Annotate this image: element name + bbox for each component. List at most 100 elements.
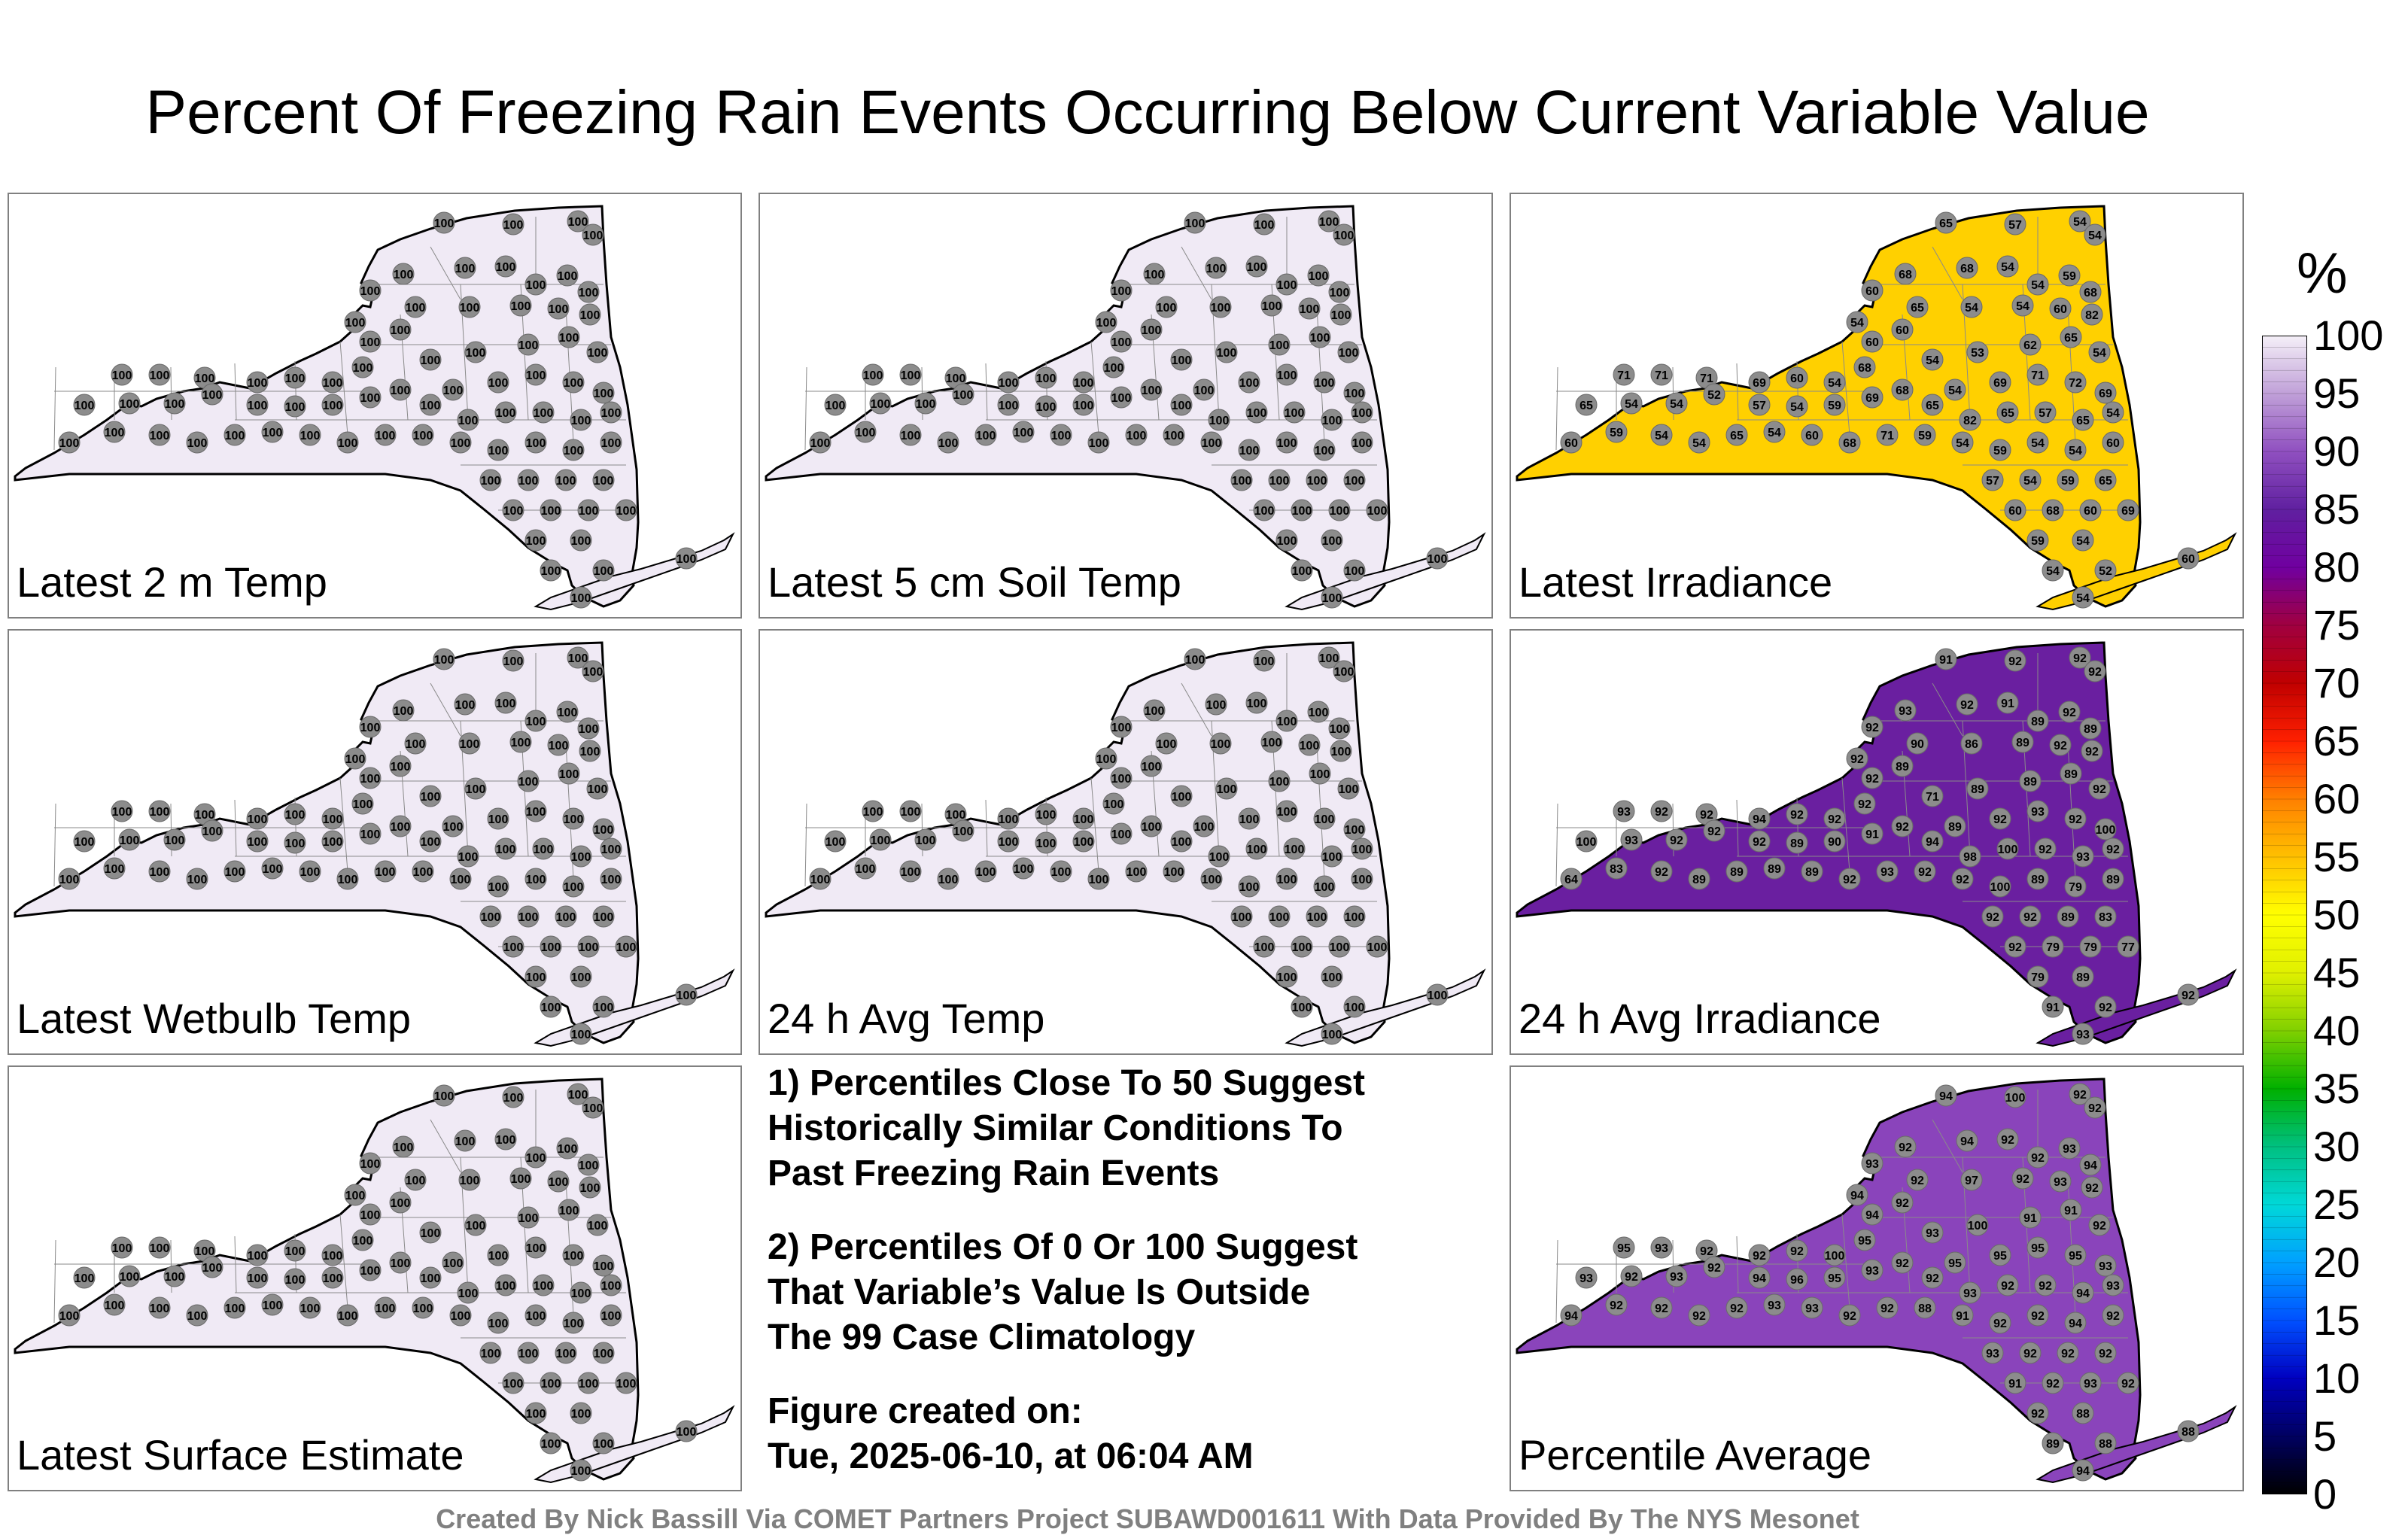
station-value: 100: [526, 874, 546, 886]
station-value: 100: [1206, 263, 1227, 275]
colorbar-tick-label: 50: [2313, 891, 2361, 938]
station-marker: 100: [1366, 935, 1388, 958]
station-value: 96: [1790, 1274, 1804, 1287]
station-dot: [1238, 439, 1260, 461]
station-dot: [1876, 1296, 1899, 1319]
station-marker: 60: [2177, 547, 2200, 570]
station-dot: [58, 431, 81, 454]
station-marker: 92: [1695, 1239, 1718, 1262]
station-dot: [336, 868, 359, 890]
station-dot: [284, 366, 306, 389]
station-value: 100: [676, 1426, 697, 1439]
station-value: 100: [150, 806, 170, 819]
station-marker: 100: [454, 1129, 476, 1152]
station-dot: [517, 1206, 540, 1229]
station-value: 100: [1247, 843, 1267, 856]
station-value: 60: [1896, 324, 1909, 337]
station-marker: 100: [73, 394, 96, 416]
station-value: 100: [938, 437, 959, 450]
station-dot: [1921, 1266, 1944, 1289]
station-dot: [2072, 1459, 2094, 1482]
station-dot: [1230, 905, 1253, 928]
station-marker: 100: [193, 1239, 216, 1262]
station-marker: 89: [1688, 868, 1710, 890]
station-value: 100: [1427, 553, 1448, 566]
station-dot: [2011, 1167, 2034, 1190]
station-marker: 100: [944, 366, 967, 389]
station-value: 100: [1194, 385, 1215, 397]
station-marker: 100: [1087, 868, 1110, 890]
station-value: 90: [1828, 836, 1841, 849]
station-dot: [1275, 710, 1298, 732]
station-marker: 100: [433, 648, 455, 670]
station-marker: 100: [974, 860, 997, 883]
station-value: 100: [466, 1220, 486, 1233]
station-marker: 60: [2102, 431, 2124, 454]
station-dot: [1268, 770, 1291, 792]
station-marker: 100: [1087, 431, 1110, 454]
station-dot: [556, 264, 579, 287]
station-dot: [1238, 807, 1260, 830]
station-dot: [615, 1372, 637, 1394]
station-value: 79: [2069, 881, 2082, 894]
station-dot: [592, 1432, 615, 1454]
station-dot: [1748, 1266, 1771, 1289]
station-marker: 100: [58, 431, 81, 454]
station-value: 92: [1610, 1299, 1623, 1312]
station-value: 89: [1896, 761, 1909, 774]
station-value: 100: [285, 401, 306, 414]
station-value: 65: [1939, 217, 1953, 230]
station-dot: [1283, 401, 1306, 424]
station-value: 100: [541, 1438, 561, 1451]
station-dot: [457, 1281, 479, 1304]
station-value: 100: [455, 1135, 476, 1148]
station-value: 100: [1074, 377, 1094, 390]
station-dot: [1184, 211, 1206, 234]
station-dot: [517, 770, 540, 792]
colorbar-tick-label: 5: [2313, 1412, 2337, 1460]
station-dot: [487, 439, 509, 461]
station-value: 92: [1865, 722, 1879, 734]
station-dot: [1996, 1274, 2019, 1296]
station-value: 100: [1339, 347, 1359, 360]
station-value: 100: [901, 369, 921, 382]
station-marker: 92: [2088, 777, 2111, 800]
station-dot: [1012, 421, 1035, 443]
station-value: 57: [2039, 407, 2052, 420]
station-dot: [433, 648, 455, 670]
station-value: 100: [1209, 415, 1230, 427]
station-dot: [1260, 294, 1283, 317]
station-marker: 100: [487, 1312, 509, 1334]
station-value: 100: [511, 300, 531, 313]
station-dot: [2004, 1372, 2026, 1394]
station-value: 92: [1828, 813, 1841, 826]
station-marker: 100: [351, 792, 374, 815]
station-marker: 93: [1613, 800, 1635, 822]
station-dot: [1309, 762, 1331, 785]
station-dot: [2079, 499, 2102, 521]
station-marker: 100: [1313, 807, 1336, 830]
station-marker: 100: [1313, 439, 1336, 461]
station-value: 100: [1096, 753, 1117, 766]
station-dot: [914, 828, 937, 851]
station-dot: [2102, 837, 2124, 860]
station-value: 100: [338, 1310, 358, 1323]
station-value: 54: [2031, 279, 2045, 292]
station-dot: [1170, 348, 1193, 371]
station-value: 100: [443, 821, 464, 834]
station-dot: [1861, 1203, 1884, 1226]
station-dot: [449, 1304, 472, 1327]
station-dot: [111, 363, 133, 386]
station-value: 100: [248, 1250, 268, 1263]
station-dot: [389, 378, 412, 401]
station-value: 100: [1209, 851, 1230, 864]
station-dot: [2034, 837, 2057, 860]
station-dot: [457, 409, 479, 431]
map-panel-avg-temp: 100 100 100 100 100 100 100 100 100 100 100 100 100 1…: [759, 629, 1493, 1055]
station-marker: 100: [392, 263, 415, 285]
station-marker: 54: [2069, 210, 2091, 233]
station-dot: [502, 649, 524, 672]
station-value: 100: [481, 475, 501, 488]
station-marker: 92: [1891, 1191, 1914, 1214]
